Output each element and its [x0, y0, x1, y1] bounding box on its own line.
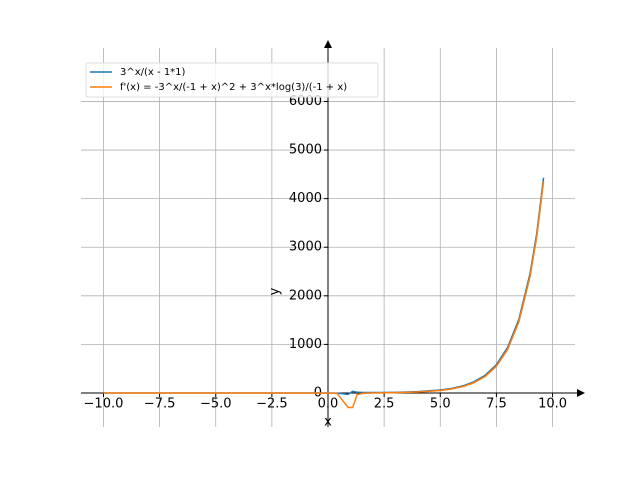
y-tick-label: 6000 — [289, 94, 322, 109]
legend-label: 3^x/(x - 1*1) — [120, 67, 186, 78]
x-tick-label: 10.0 — [538, 396, 567, 411]
x-tick-label: 7.5 — [486, 396, 507, 411]
y-axis-label: y — [268, 287, 283, 295]
x-tick-label: −10.0 — [84, 396, 124, 411]
legend-box — [85, 62, 379, 98]
x-tick-label: 2.5 — [374, 396, 395, 411]
series-line — [103, 181, 545, 409]
x-tick-label: 5.0 — [430, 396, 451, 411]
y-tick-label: 4000 — [289, 191, 322, 206]
y-axis-arrow — [324, 40, 332, 48]
x-tick-label: −7.5 — [144, 396, 176, 411]
x-axis-label: x — [324, 415, 332, 430]
y-tick-label: 5000 — [289, 143, 322, 158]
x-axis-arrow — [577, 388, 585, 397]
y-tick-label: 1000 — [289, 337, 322, 352]
y-tick-label: 3000 — [289, 240, 322, 255]
x-tick-label: −2.5 — [256, 396, 288, 411]
y-tick-label: 2000 — [289, 288, 322, 303]
x-tick-label: −5.0 — [200, 396, 232, 411]
legend-label: f'(x) = -3^x/(-1 + x)^2 + 3^x*log(3)/(-1… — [120, 82, 347, 93]
